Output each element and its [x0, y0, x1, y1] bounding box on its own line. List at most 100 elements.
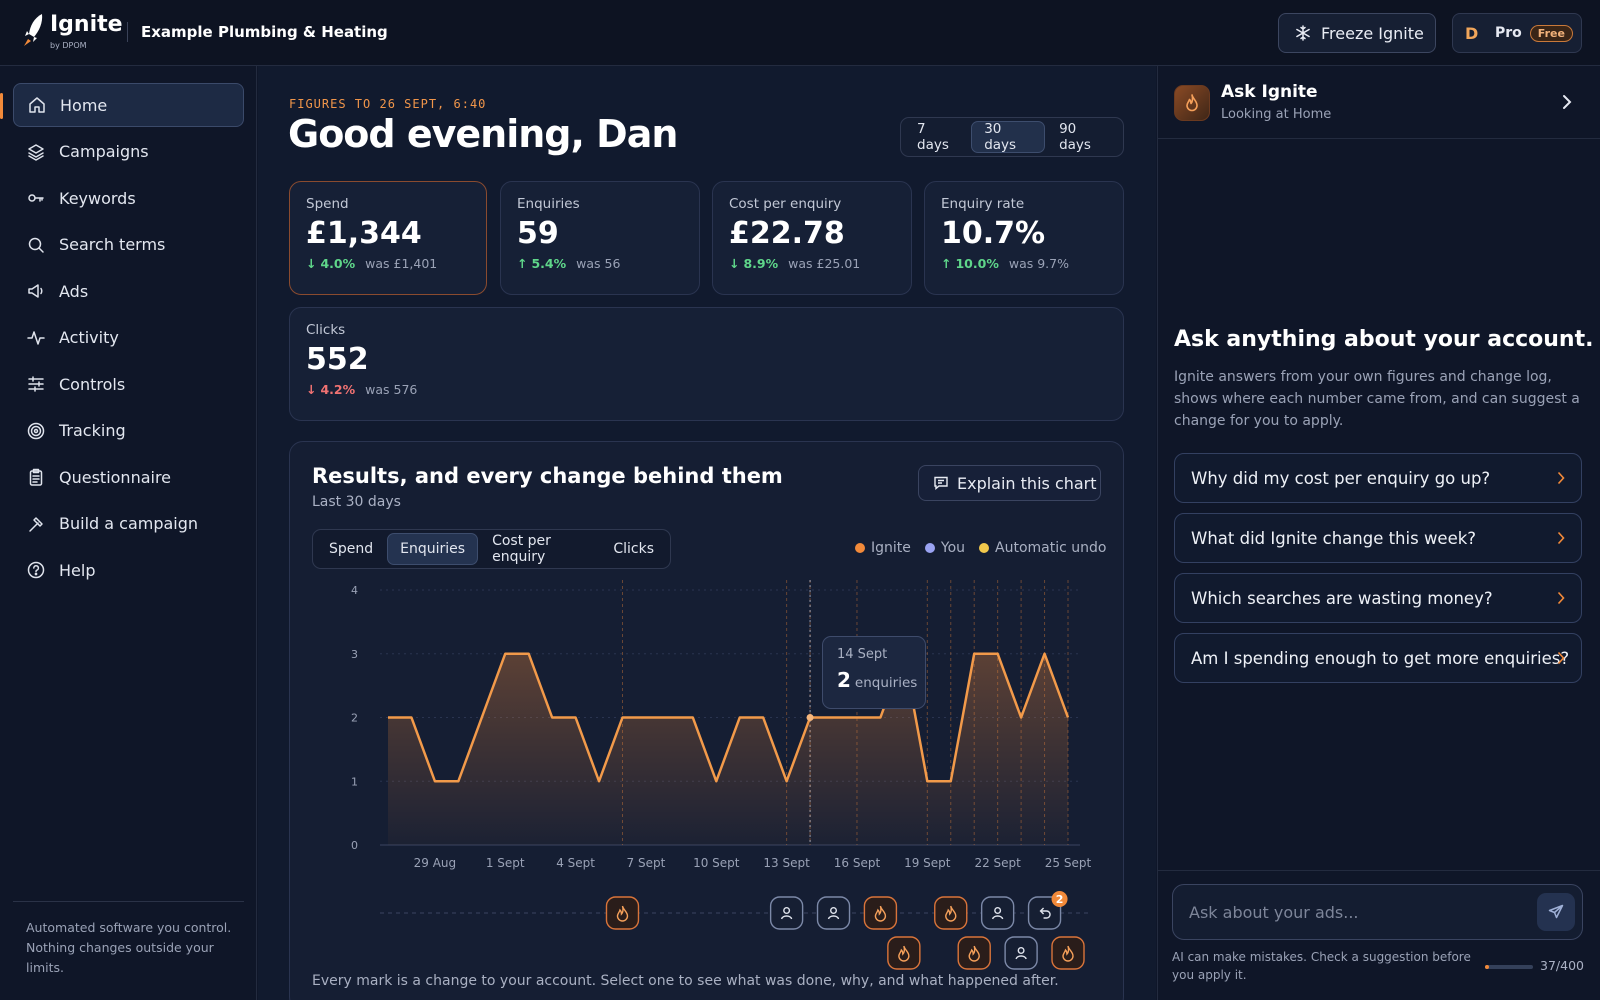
sidebar-item-tracking[interactable]: Tracking — [13, 409, 244, 453]
metric-card-clicks[interactable]: Clicks 552 ↓ 4.2% was 576 — [289, 307, 1124, 421]
account-name[interactable]: Example Plumbing & Heating — [141, 23, 388, 41]
x-tick-label: 22 Sept — [974, 856, 1021, 870]
change-count-badge — [1051, 891, 1068, 907]
explain-label: Explain this chart — [957, 473, 1097, 493]
y-tick-label: 3 — [351, 648, 358, 661]
ask-ignite-avatar — [1174, 85, 1210, 121]
flame-icon — [1186, 94, 1198, 112]
flame-icon — [616, 905, 629, 922]
freeze-button[interactable]: Freeze Ignite — [1278, 13, 1436, 53]
question-text: What did Ignite change this week? — [1191, 528, 1477, 548]
tab-clicks[interactable]: Clicks — [613, 541, 654, 557]
enquiries-line-chart[interactable]: 0 1 2 3 4 29 Aug 1 Sept 4 Sept 7 Sept 10 Sept 13 S… — [340, 580, 1100, 880]
chevron-right-icon — [1557, 651, 1565, 665]
change-percent: 4.2% — [320, 382, 356, 397]
card-value: 552 — [306, 342, 369, 377]
card-change: ↓ 4.0% was £1,401 — [306, 256, 470, 271]
sidebar-item-campaigns[interactable]: Campaigns — [13, 130, 244, 174]
search-icon — [28, 237, 44, 253]
legend-dot — [924, 543, 935, 553]
change-mark-ignite[interactable] — [1051, 936, 1085, 970]
divider — [127, 22, 128, 42]
range-90-days[interactable]: 90 days — [1059, 121, 1091, 153]
change-mark-you[interactable] — [769, 896, 804, 930]
sidebar-item-keywords[interactable]: Keywords — [13, 176, 244, 220]
tooltip-value-row: 2 enquiries — [837, 668, 917, 692]
metric-card-enquiries[interactable]: Enquiries 59 ↑ 5.4% was 56 — [500, 181, 700, 295]
change-percent: 5.4% — [531, 256, 567, 271]
comment-icon — [934, 476, 948, 490]
suggested-question[interactable]: Am I spending enough to get more enquiri… — [1174, 633, 1582, 683]
enquiries-line — [388, 652, 1070, 783]
chart-tooltip: 14 Sept 2 enquiries — [822, 636, 926, 709]
explain-chart-button[interactable]: Explain this chart — [918, 465, 1101, 501]
freeze-label: Freeze Ignite — [1321, 23, 1424, 43]
sidebar-item-help[interactable]: Help — [13, 548, 244, 592]
change-marks-timeline: 2 — [380, 891, 1090, 970]
tab-spend[interactable]: Spend — [329, 541, 374, 557]
metric-card-cost-per-enquiry[interactable]: Cost per enquiry £22.78 ↓ 8.9% was £25.0… — [712, 181, 912, 295]
suggested-question[interactable]: What did Ignite change this week? — [1174, 513, 1582, 563]
sidebar-item-build-a-campaign[interactable]: Build a campaign — [13, 502, 244, 546]
ask-intro: Ignite answers from your own figures and… — [1174, 369, 1580, 429]
card-value: 10.7% — [941, 216, 1046, 251]
sidebar-item-label: Controls — [59, 374, 126, 394]
flame-icon — [874, 905, 887, 922]
metric-card-enquiry-rate[interactable]: Enquiry rate 10.7% ↑ 10.0% was 9.7% — [924, 181, 1124, 295]
sidebar-item-questionnaire[interactable]: Questionnaire — [13, 455, 244, 499]
card-label: Spend — [306, 196, 349, 212]
tab-cost-per-enquiry[interactable]: Cost per enquiry — [492, 533, 551, 565]
tooltip-value: 2 — [837, 668, 851, 692]
metric-card-spend[interactable]: Spend £1,344 ↓ 4.0% was £1,401 — [289, 181, 487, 295]
range-7-days[interactable]: 7 days — [917, 121, 949, 153]
change-mark-ignite[interactable] — [934, 896, 968, 930]
range-30-days[interactable]: 30 days — [971, 121, 1046, 153]
ask-context: Looking at Home — [1221, 107, 1332, 122]
card-label: Enquiries — [517, 196, 580, 212]
ask-input[interactable] — [1172, 884, 1583, 940]
change-mark-undo[interactable]: 2 — [1027, 891, 1068, 930]
sidebar-item-activity[interactable]: Activity — [13, 316, 244, 360]
collapse-panel-icon[interactable] — [1560, 92, 1574, 112]
sidebar-item-controls[interactable]: Controls — [13, 362, 244, 406]
change-mark-ignite[interactable] — [863, 896, 898, 930]
x-tick-label: 1 Sept — [486, 856, 525, 870]
sidebar-item-label: Search terms — [59, 235, 166, 254]
sidebar-item-label: Build a campaign — [59, 514, 199, 533]
active-indicator — [0, 93, 3, 119]
previous-value: was 576 — [365, 382, 418, 397]
arrow-down-icon: ↓ — [306, 256, 317, 271]
x-tick-label: 7 Sept — [627, 856, 666, 870]
avatar: D — [1465, 23, 1479, 43]
suggested-question[interactable]: Which searches are wasting money? — [1174, 573, 1582, 623]
card-value: £1,344 — [306, 216, 422, 251]
change-mark-ignite[interactable] — [605, 896, 640, 930]
sidebar-item-label: Ads — [59, 281, 89, 301]
change-mark-you[interactable] — [980, 896, 1015, 930]
tooltip-unit: enquiries — [854, 675, 918, 691]
person-icon — [780, 906, 793, 920]
tab-enquiries[interactable]: Enquiries — [387, 533, 479, 565]
legend-item-you: You — [924, 540, 965, 556]
send-button[interactable] — [1537, 893, 1575, 931]
y-tick-label: 0 — [351, 839, 358, 852]
flame-icon — [945, 905, 957, 922]
change-mark-you[interactable] — [816, 896, 851, 930]
snowflake-icon — [1296, 25, 1310, 41]
legend-item-automatic-undo: Automatic undo — [979, 540, 1106, 556]
app-byline: by DPOM — [50, 41, 87, 50]
sidebar-item-ads[interactable]: Ads — [13, 269, 244, 313]
logo[interactable]: Ignite by DPOM — [22, 12, 152, 54]
character-count-bar — [1485, 965, 1533, 969]
change-mark-ignite[interactable] — [887, 936, 921, 970]
suggested-question[interactable]: Why did my cost per enquiry go up? — [1174, 453, 1582, 503]
arrow-up-icon: ↑ — [941, 256, 952, 271]
previous-value: was £25.01 — [788, 256, 861, 271]
tooltip-date: 14 Sept — [837, 647, 888, 662]
sidebar-item-home[interactable]: Home — [13, 83, 244, 127]
sidebar-item-label: Activity — [59, 328, 119, 347]
change-mark-you[interactable] — [1004, 936, 1038, 970]
change-mark-ignite[interactable] — [957, 936, 991, 970]
sidebar-item-search-terms[interactable]: Search terms — [13, 223, 244, 267]
profile-menu[interactable]: D Pro Free — [1452, 13, 1582, 53]
